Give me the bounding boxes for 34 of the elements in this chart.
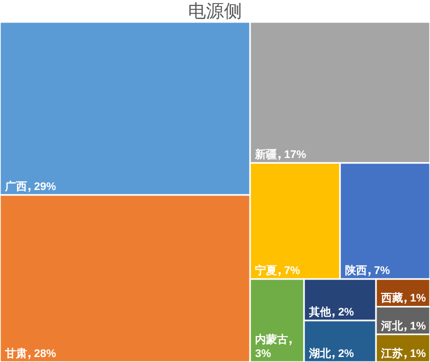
data-label: 1%: [410, 348, 426, 360]
cell: 江苏 1%: [375, 334, 430, 362]
category-label: 甘肃: [4, 347, 27, 360]
cell: 甘肃 28%: [0, 194, 251, 362]
cell: 西藏 1%: [375, 278, 430, 308]
category-label: 广西: [4, 180, 27, 193]
category-label: 江苏: [380, 347, 404, 360]
category-label: 其他: [308, 306, 332, 319]
category-label: 湖北: [308, 347, 332, 360]
data-label: 7%: [284, 265, 300, 278]
cell: 广西 29%: [0, 21, 251, 196]
data-label: 2%: [338, 306, 354, 319]
cell: 宁夏 7%: [249, 162, 341, 280]
data-label: 7%: [374, 265, 390, 278]
data-label: 1%: [410, 320, 426, 332]
category-label: 内蒙古: [255, 333, 288, 346]
text: 电源侧: [188, 1, 242, 21]
cell: 河北 1%: [375, 306, 430, 336]
cell: 其他 2%: [303, 278, 377, 322]
cell: 湖北 2%: [303, 320, 377, 362]
data-label: 28%: [34, 348, 56, 360]
category-label: 西藏: [380, 292, 404, 305]
cell: 内蒙古 3%: [249, 278, 305, 362]
data-label: 3%: [255, 348, 272, 360]
category-label: 河北: [380, 319, 404, 332]
category-label: 陕西: [345, 264, 368, 278]
category-label: 新疆: [254, 148, 278, 161]
cell: 陕西 7%: [339, 162, 430, 280]
cell: 新疆 17%: [249, 21, 430, 164]
data-label: 2%: [338, 348, 354, 360]
category-label: 宁夏: [255, 264, 278, 278]
data-label: 29%: [34, 180, 56, 193]
data-label: 1%: [410, 292, 426, 305]
data-label: 17%: [284, 148, 306, 161]
